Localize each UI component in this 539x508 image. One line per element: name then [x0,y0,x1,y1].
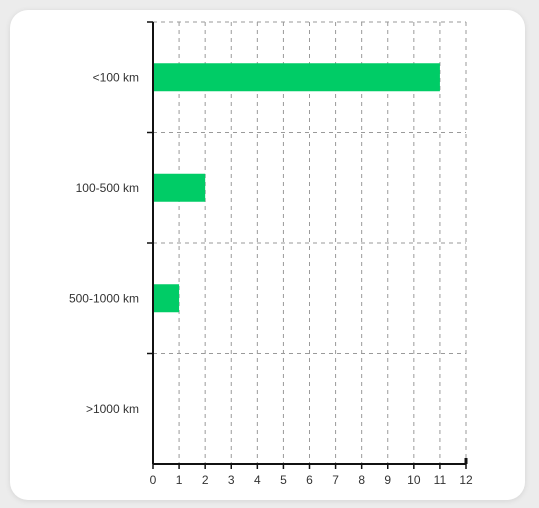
x-tick-label-0: 0 [150,473,157,487]
x-tick-label-9: 9 [384,473,391,487]
bar-2 [153,284,180,313]
x-tick-label-2: 2 [202,473,209,487]
x-tick-label-1: 1 [176,473,183,487]
y-tick-label-0: <100 km [93,70,139,84]
bar-0 [153,63,440,92]
y-tick-label-1: 100-500 km [76,181,139,195]
y-tick-label-2: 500-1000 km [69,291,139,305]
bar-1 [153,173,206,202]
x-tick-label-12: 12 [459,473,473,487]
x-tick-label-6: 6 [306,473,313,487]
y-tick-label-3: >1000 km [86,402,139,416]
x-tick-label-4: 4 [254,473,261,487]
x-tick-label-3: 3 [228,473,235,487]
bars [153,63,440,313]
axes [147,21,468,469]
x-tick-label-10: 10 [407,473,421,487]
grid-lines [153,21,467,464]
x-tick-label-8: 8 [358,473,365,487]
x-tick-label-5: 5 [280,473,287,487]
chart-card [10,10,525,500]
x-tick-label-7: 7 [332,473,339,487]
x-tick-label-11: 11 [434,473,447,487]
